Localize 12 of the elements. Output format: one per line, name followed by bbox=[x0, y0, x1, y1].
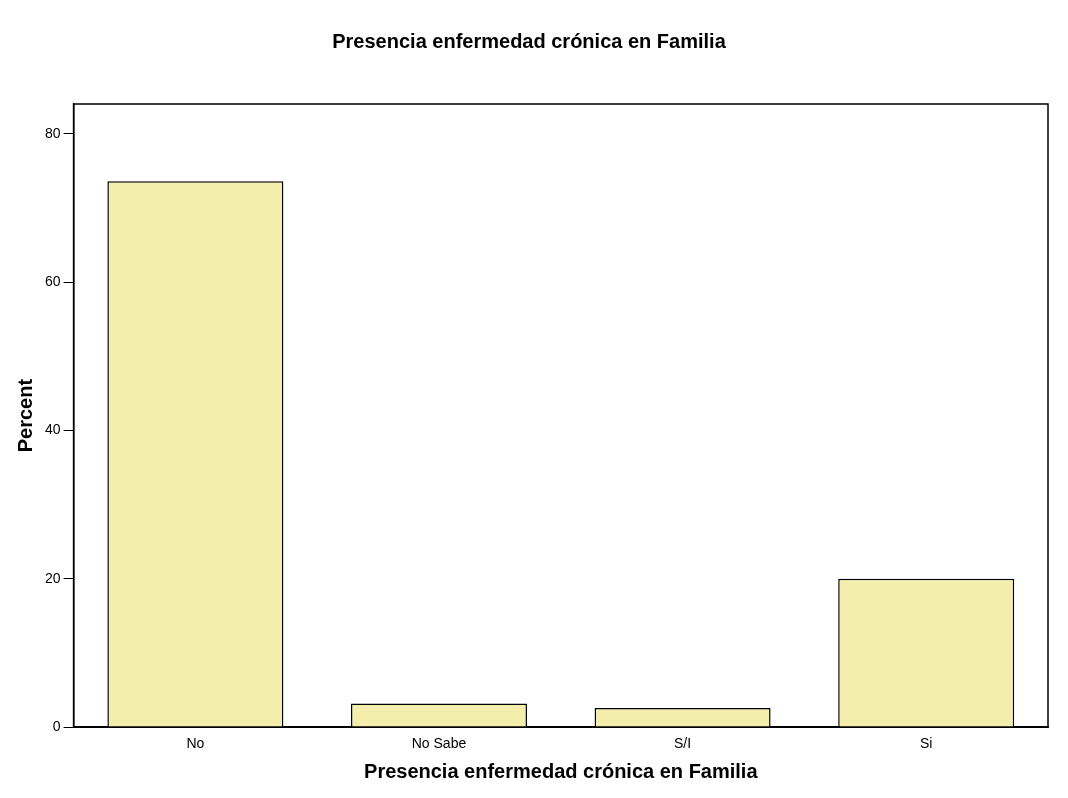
y-tick-label: 60 bbox=[44, 272, 61, 289]
y-tick-label: 40 bbox=[44, 421, 61, 438]
x-axis-title: Presencia enfermedad crónica en Familia bbox=[364, 759, 759, 782]
x-tick-label: Si bbox=[919, 735, 933, 752]
y-axis-title: Percent bbox=[13, 378, 36, 453]
x-tick-label: No bbox=[186, 735, 205, 752]
y-tick-label: 80 bbox=[44, 124, 61, 141]
chart-title: Presencia enfermedad crónica en Familia bbox=[332, 29, 727, 52]
x-tick-label: No Sabe bbox=[411, 735, 467, 752]
y-tick-label: 0 bbox=[52, 718, 61, 735]
y-tick-label: 20 bbox=[44, 569, 61, 586]
x-tick-label: S/I bbox=[674, 735, 692, 752]
